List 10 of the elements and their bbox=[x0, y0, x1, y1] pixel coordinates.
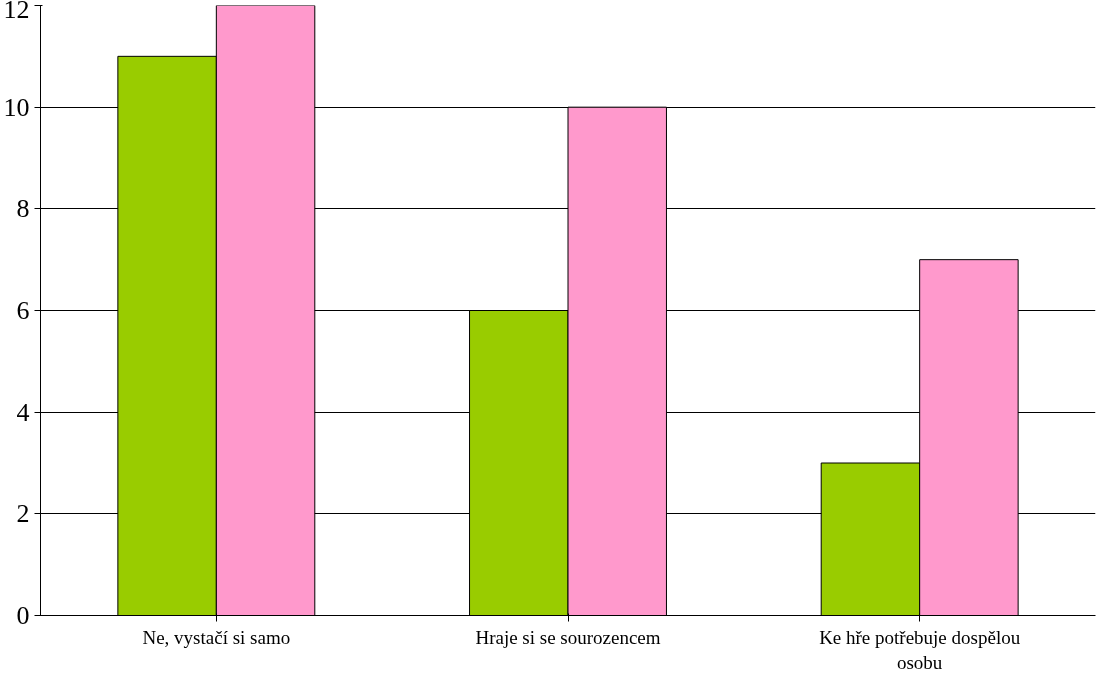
x-tick-label: Hraje si se sourozencem bbox=[475, 626, 661, 648]
y-tick-label: 2 bbox=[16, 499, 30, 529]
y-tick-label: 0 bbox=[16, 601, 30, 630]
x-tick-label: Ke hře potřebuje dospělou osobu bbox=[819, 626, 1021, 673]
y-tick-label: 4 bbox=[16, 397, 30, 427]
x-tick-label: Ne, vystačí si samo bbox=[142, 626, 291, 648]
y-tick-label: 8 bbox=[16, 194, 30, 224]
y-tick-label: 6 bbox=[16, 296, 30, 325]
y-tick-label: 10 bbox=[3, 92, 30, 122]
y-tick-label: 12 bbox=[3, 0, 30, 24]
